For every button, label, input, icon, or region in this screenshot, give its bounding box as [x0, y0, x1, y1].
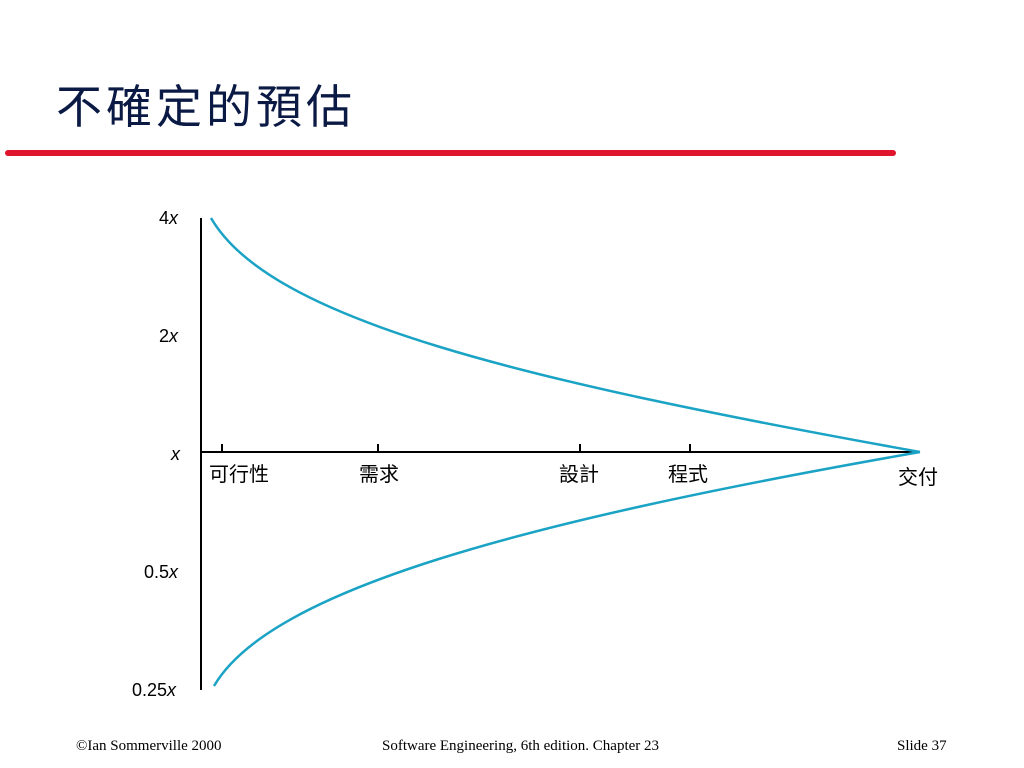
- lower-estimate-curve: [212, 450, 921, 687]
- y-label-2x: 2x: [159, 326, 179, 346]
- phase-label-requirements: 需求: [359, 462, 399, 486]
- footer-slide-number: Slide 37: [897, 738, 947, 754]
- y-label-x: x: [170, 444, 181, 464]
- title-underline: [5, 150, 896, 156]
- phase-label-delivery: 交付: [898, 465, 938, 489]
- upper-estimate-curve: [209, 217, 921, 454]
- phase-label-design: 設計: [559, 462, 599, 486]
- phase-label-code: 程式: [668, 462, 708, 486]
- y-label-4x: 4x: [159, 208, 179, 228]
- footer-book-title: Software Engineering, 6th edition. Chapt…: [382, 738, 660, 754]
- footer-copyright: ©Ian Sommerville 2000: [76, 738, 222, 754]
- phase-label-feasibility: 可行性: [209, 462, 269, 486]
- y-label-0-25x: 0.25x: [132, 680, 177, 700]
- slide-title: 不確定的預估: [56, 80, 356, 134]
- y-label-0-5x: 0.5x: [144, 562, 179, 582]
